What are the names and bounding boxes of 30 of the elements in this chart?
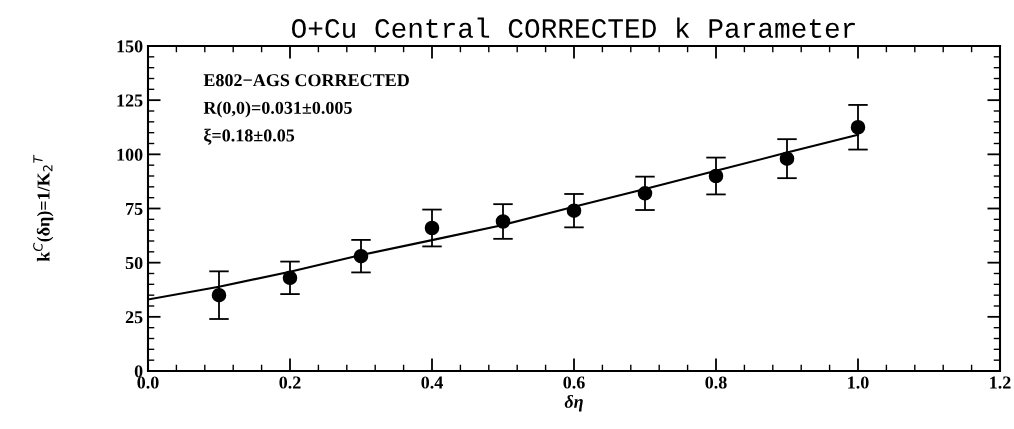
point [211,287,227,303]
x-tick-label: 0.6 [563,376,585,389]
y-tick-label: 100 [117,148,143,161]
chart-title: O+Cu Central CORRECTED k Parameter [291,17,855,38]
y-tick-label: 0 [134,365,143,378]
point [566,203,582,218]
point [850,119,866,135]
y-tick-label: 75 [126,202,143,215]
point [708,168,724,184]
y-tick-label: 125 [117,94,143,107]
y-tick-label: 50 [125,256,143,270]
x-tick-label: 0.4 [421,376,443,389]
y-tick-label: 25 [125,311,143,324]
x-tick-label: 0.0 [137,376,159,389]
point [282,270,298,286]
point [637,186,653,201]
point [353,248,369,264]
x-tick-label: 0.2 [279,376,301,389]
annotation: E802−AGS CORRECTED [203,74,409,87]
x-tick-label: 1.0 [848,376,869,389]
y-axis-title: k$^{C}$(δη)=1/K$_{2}$$^{T}$ [33,154,54,262]
annotation: R(0,0)=0.031±0.005 [203,101,352,118]
x-axis-title: δη [564,395,583,412]
point [495,214,511,229]
y-tick-label: 150 [117,40,143,53]
point [424,220,440,236]
point [779,151,795,166]
x-tick-label: 1.2 [990,376,1011,389]
x-tick-label: 0.8 [705,376,727,389]
annotation: ξ=0.18±0.05 [204,128,295,145]
